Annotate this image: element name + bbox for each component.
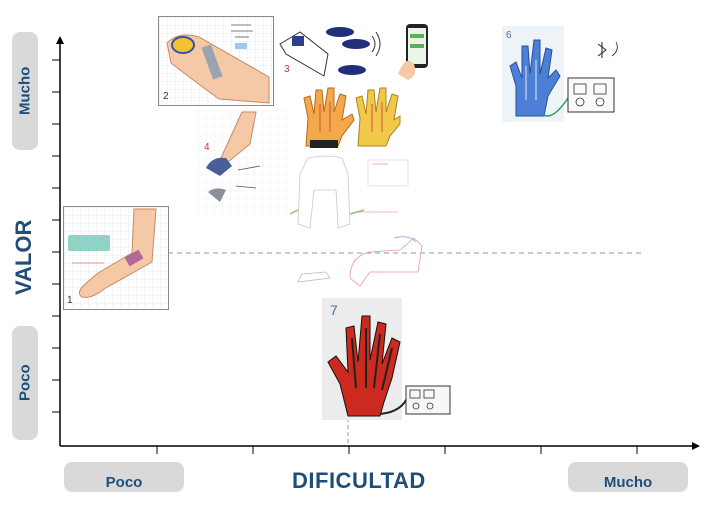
y-high-text: Mucho	[16, 66, 34, 116]
y-low-text: Poco	[16, 364, 34, 402]
card-1-number: 1	[67, 295, 73, 306]
x-axis-ticks	[156, 446, 638, 454]
idea-card-1: 1	[63, 206, 169, 310]
wrist-sensor-sketch	[159, 17, 273, 105]
yellow-gloves-sketch	[303, 87, 401, 148]
x-low-label: Poco	[64, 462, 184, 492]
blue-glove-box-sketch	[502, 26, 618, 122]
arm-band-sketch	[64, 207, 168, 309]
card-6-number: 6	[506, 30, 512, 41]
gloved-hand-sketch	[198, 110, 290, 214]
idea-card-5	[296, 84, 404, 152]
x-high-text: Mucho	[603, 473, 653, 491]
y-axis-title: VALOR	[11, 219, 36, 295]
idea-card-7: 7	[322, 298, 452, 420]
y-high-label: Mucho	[12, 32, 38, 150]
idea-card-table-sketch	[290, 232, 430, 290]
card-2-number: 2	[163, 91, 169, 102]
x-axis-arrow	[692, 442, 700, 450]
y-axis-arrow	[56, 36, 64, 44]
bracelet-phone-sketch	[279, 24, 428, 80]
idea-card-6: 6	[502, 26, 630, 122]
card-3-number: 3	[284, 64, 290, 75]
idea-card-3: 3	[278, 14, 440, 84]
red-glove-box-sketch	[322, 298, 451, 420]
x-low-text: Poco	[105, 473, 143, 491]
card-1-note-box	[68, 235, 110, 251]
body-outline-sketch	[289, 155, 409, 229]
x-axis-title: DIFICULTAD	[292, 468, 426, 493]
card-4-number: 4	[204, 142, 210, 153]
idea-card-2: 2	[158, 16, 274, 106]
x-high-label: Mucho	[568, 462, 688, 492]
idea-card-body-sketch	[288, 154, 418, 234]
table-arm-sketch	[297, 236, 423, 287]
y-axis-ticks	[52, 59, 60, 413]
idea-card-4: 4	[198, 110, 290, 214]
y-low-label: Poco	[12, 326, 38, 440]
card-7-number: 7	[330, 302, 338, 318]
